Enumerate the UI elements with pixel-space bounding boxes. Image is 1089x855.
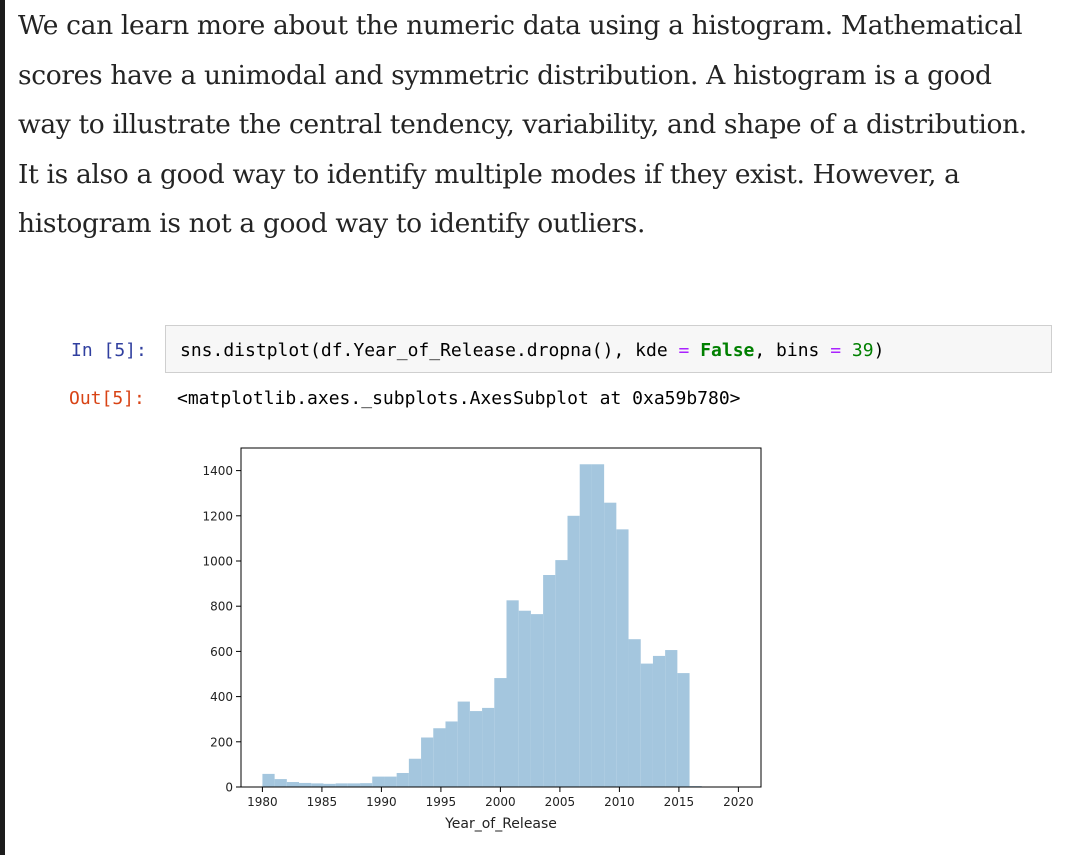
x-tick-label: 2015 [664, 795, 695, 809]
code-operator: = [678, 340, 690, 361]
histogram-bar [543, 575, 556, 787]
histogram-bar [677, 673, 690, 787]
histogram-bar [445, 721, 458, 787]
histogram-bar [494, 678, 507, 787]
output-prompt: Out[5]: [69, 388, 145, 409]
histogram-bar [506, 600, 519, 787]
code-number: 39 [851, 340, 874, 361]
y-tick-label: 200 [210, 735, 233, 749]
histogram-bar [530, 614, 544, 787]
article-page: We can learn more about the numeric data… [5, 0, 1089, 855]
input-prompt: In [5]: [71, 340, 147, 361]
code-keyword: False [700, 340, 755, 361]
histogram-bar [469, 711, 483, 787]
histogram-bar [567, 515, 580, 787]
code-token: ) [873, 340, 885, 361]
histogram-bar [323, 783, 336, 787]
y-tick-label: 1200 [202, 509, 233, 523]
y-tick-label: 1400 [202, 464, 233, 478]
histogram-bar [628, 639, 641, 787]
x-tick-label: 2020 [723, 795, 754, 809]
x-tick-label: 2000 [485, 795, 516, 809]
histogram-bar [408, 758, 422, 787]
y-tick-label: 800 [210, 600, 233, 614]
histogram-bar [579, 464, 592, 787]
paragraph-line: scores have a unimodal and symmetric dis… [18, 59, 992, 91]
histogram-bar [335, 783, 348, 787]
histogram-bar [262, 773, 275, 787]
y-tick-label: 400 [210, 690, 233, 704]
histogram-bar [433, 728, 446, 787]
histogram-bar [604, 502, 617, 787]
histogram-bar [457, 701, 470, 787]
histogram-bar [482, 707, 495, 787]
code-token: , bins [754, 340, 831, 361]
x-tick-label: 1990 [366, 795, 397, 809]
histogram-bar [652, 655, 666, 787]
histogram-bar [640, 663, 653, 787]
y-tick-label: 600 [210, 645, 233, 659]
output-text: <matplotlib.axes._subplots.AxesSubplot a… [177, 388, 741, 409]
x-axis: 1980 1985 1990 1995 2000 2005 2010 2015 2020 [247, 787, 754, 809]
code-operator: = [830, 340, 842, 361]
histogram-bar [665, 650, 678, 787]
x-tick-label: 2010 [604, 795, 635, 809]
code-input-area[interactable]: sns.distplot(df.Year_of_Release.dropna()… [165, 325, 1052, 373]
histogram-bar [555, 560, 568, 787]
histogram-bar [421, 737, 434, 787]
code-line[interactable]: sns.distplot(df.Year_of_Release.dropna()… [180, 340, 884, 361]
x-axis-label: Year_of_Release [444, 816, 557, 832]
article-paragraph: We can learn more about the numeric data… [18, 1, 1088, 249]
paragraph-line: histogram is not a good way to identify … [18, 208, 646, 239]
histogram-bar [384, 776, 397, 787]
x-tick-label: 1980 [247, 795, 278, 809]
histogram-bar [372, 776, 385, 787]
histogram-bar [286, 782, 300, 787]
histogram-bar [274, 779, 287, 787]
histogram-bar [616, 529, 629, 787]
histogram-bar [360, 783, 373, 787]
axes-frame [240, 447, 762, 788]
histogram-bar [311, 783, 324, 787]
code-token: sns.distplot(df.Year_of_Release.dropna()… [180, 340, 679, 361]
y-axis: 0 200 400 600 800 1000 1200 1400 [202, 464, 241, 795]
histogram-bar [591, 464, 605, 787]
histogram-bar [518, 610, 531, 787]
y-tick-label: 0 [225, 781, 233, 795]
paragraph-line: It is also a good way to identify multip… [18, 158, 960, 190]
paragraph-line: way to illustrate the central tendency, … [18, 109, 1027, 140]
histogram-bars [262, 464, 702, 787]
y-tick-label: 1000 [202, 555, 233, 569]
x-tick-label: 1995 [426, 795, 457, 809]
x-tick-label: 2005 [545, 795, 576, 809]
histogram-bar [396, 772, 409, 787]
x-tick-label: 1985 [307, 795, 338, 809]
paragraph-line: We can learn more about the numeric data… [18, 10, 1023, 41]
histogram-bar [299, 782, 312, 787]
histogram-bar [347, 783, 361, 787]
